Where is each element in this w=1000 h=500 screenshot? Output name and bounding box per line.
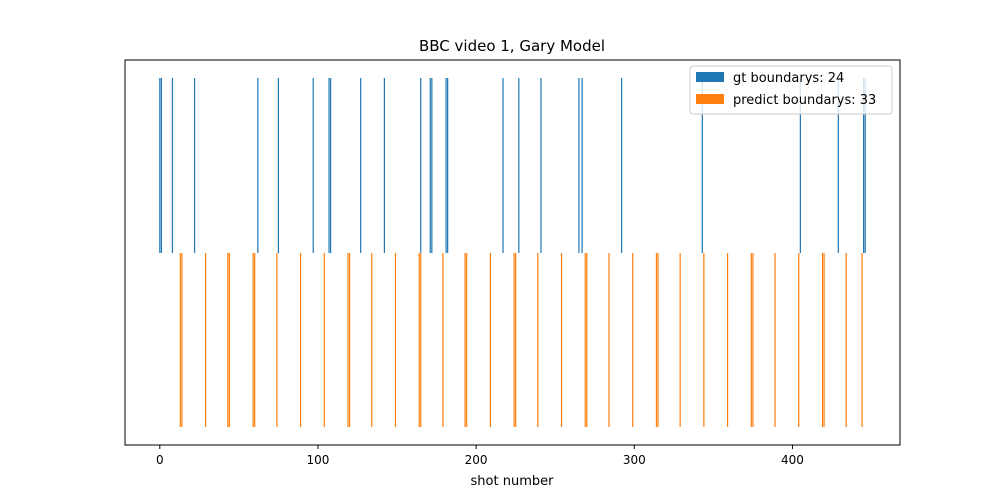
predict-boundary-bar	[655, 253, 658, 427]
x-axis-label: shot number	[471, 474, 555, 489]
predict-boundary-bar	[489, 253, 491, 427]
predict-boundary-bar	[861, 253, 863, 427]
gt-boundary-bar	[160, 78, 162, 253]
gt-boundary-bar	[445, 78, 447, 253]
predict-boundary-bar	[515, 253, 517, 427]
predict-boundary-bar	[181, 253, 183, 427]
predict-boundary-bar	[418, 253, 420, 427]
predict-boundary-bar	[608, 253, 610, 427]
gt-boundary-bar	[328, 78, 330, 253]
chart-title: BBC video 1, Gary Model	[419, 37, 605, 55]
predict-boundary-bar	[657, 253, 659, 427]
gt-boundary-bar	[330, 78, 332, 253]
gt-boundary-bar	[312, 78, 314, 253]
predict-boundary-bar	[727, 253, 729, 427]
x-tick-label: 200	[465, 453, 488, 467]
predict-boundary-bar	[276, 253, 278, 427]
gt-boundary-bar	[193, 78, 196, 253]
gt-boundary-bar	[540, 78, 542, 253]
gt-boundary-bar	[837, 78, 839, 253]
legend-box	[689, 65, 893, 115]
predict-boundary-bar	[821, 253, 824, 427]
predict-boundary-bar	[254, 253, 256, 427]
predict-boundary-bar	[179, 253, 181, 427]
gt-boundary-bar	[518, 78, 520, 253]
predict-boundary-bar	[750, 253, 752, 427]
predict-boundary-bar	[798, 253, 800, 427]
predict-boundary-bar	[394, 253, 397, 427]
predict-boundary-bar	[347, 253, 349, 427]
gt-boundary-bar	[431, 78, 433, 253]
predict-boundary-bar	[537, 253, 539, 427]
gt-boundary-bar	[277, 78, 280, 253]
predict-boundary-bar	[703, 253, 705, 427]
predict-boundary-bar	[205, 253, 207, 427]
predict-boundary-bar	[632, 253, 634, 427]
predict-boundary-bar	[227, 253, 229, 427]
predict-boundary-bar	[752, 253, 754, 427]
gt-boundary-bar	[360, 78, 362, 253]
x-tick-label: 100	[307, 453, 330, 467]
gt-boundary-bar	[581, 78, 583, 253]
predict-boundary-bar	[371, 253, 373, 427]
gt-boundary-bar	[863, 78, 865, 253]
legend-swatch-gt	[696, 72, 724, 82]
predict-boundary-bar	[464, 253, 466, 427]
gt-boundary-bar	[621, 78, 623, 253]
gt-boundary-bar	[420, 78, 422, 253]
gt-boundary-bar	[171, 78, 174, 253]
predict-boundary-bars	[179, 253, 863, 427]
legend-entry-predict: predict boundarys: 33	[733, 93, 876, 108]
x-tick-label: 300	[623, 453, 646, 467]
gt-boundary-bar	[383, 78, 385, 253]
gt-boundary-bar	[159, 78, 161, 253]
gt-boundary-bar	[502, 78, 504, 253]
predict-boundary-bar	[845, 253, 847, 427]
legend-entry-gt: gt boundarys: 24	[733, 71, 844, 86]
plot-frame	[124, 59, 901, 446]
predict-boundary-bar	[823, 253, 825, 427]
x-tick-label: 0	[156, 453, 164, 467]
predict-boundary-bar	[584, 253, 586, 427]
x-tick-label: 400	[781, 453, 804, 467]
predict-boundary-bar	[299, 253, 302, 427]
predict-boundary-bar	[228, 253, 230, 427]
predict-boundary-bar	[323, 253, 325, 427]
legend: gt boundarys: 24 predict boundarys: 33	[689, 65, 893, 115]
predict-boundary-bar	[466, 253, 468, 427]
gt-boundary-bar	[578, 78, 580, 253]
gt-boundary-bar	[701, 78, 703, 253]
predict-boundary-bar	[420, 253, 422, 427]
gt-boundary-bar	[429, 78, 431, 253]
predict-boundary-bar	[560, 253, 563, 427]
predict-boundary-bar	[513, 253, 515, 427]
gt-boundary-bar	[799, 78, 801, 253]
x-axis-ticks: 0 100 200 300 400	[156, 445, 804, 467]
legend-swatch-predict	[696, 94, 724, 104]
gt-boundary-bar	[447, 78, 449, 253]
predict-boundary-bar	[442, 253, 444, 427]
gt-boundary-bars	[159, 78, 866, 253]
gt-boundary-bar	[864, 78, 866, 253]
predict-boundary-bar	[679, 253, 681, 427]
gt-boundary-bar	[257, 78, 259, 253]
predict-boundary-bar	[586, 253, 588, 427]
predict-boundary-bar	[774, 253, 776, 427]
predict-boundary-bar	[252, 253, 254, 427]
predict-boundary-bar	[348, 253, 351, 427]
